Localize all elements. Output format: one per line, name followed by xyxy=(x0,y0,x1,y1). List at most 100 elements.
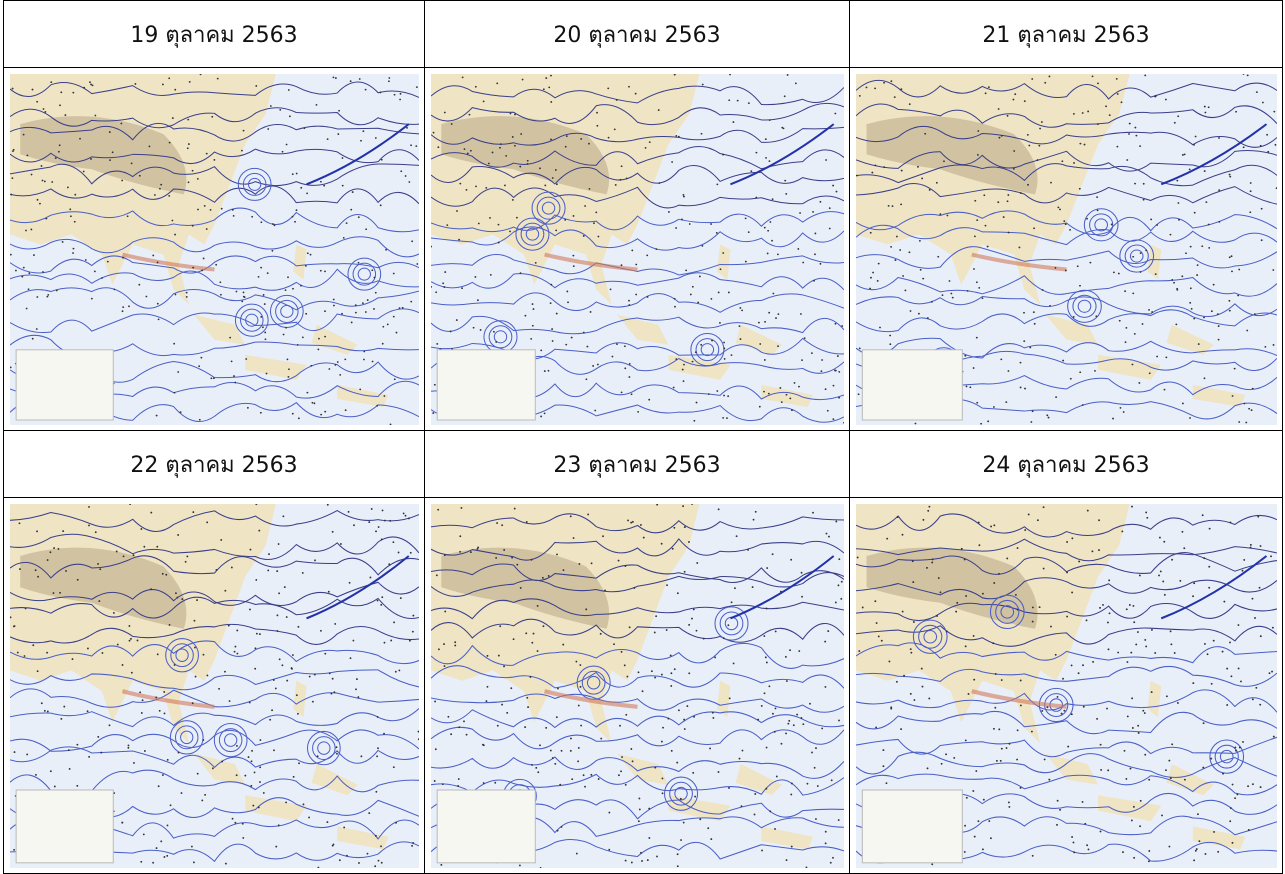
station xyxy=(661,777,664,780)
station xyxy=(931,561,934,564)
station xyxy=(653,631,656,634)
station xyxy=(258,633,261,636)
station xyxy=(1228,173,1231,176)
station xyxy=(582,774,585,777)
station xyxy=(285,801,288,804)
station xyxy=(900,169,903,172)
station xyxy=(482,782,485,784)
station xyxy=(465,188,468,191)
station xyxy=(31,88,34,91)
station xyxy=(964,354,967,357)
station xyxy=(877,635,880,638)
station xyxy=(200,356,203,359)
station xyxy=(1006,114,1009,117)
station xyxy=(1141,323,1144,325)
station xyxy=(809,702,811,705)
station xyxy=(503,665,505,668)
station xyxy=(394,670,397,673)
station xyxy=(1115,77,1118,80)
isobar xyxy=(856,163,1277,187)
station xyxy=(675,227,678,229)
station xyxy=(1138,382,1141,384)
station xyxy=(608,848,611,851)
station xyxy=(992,406,995,408)
station xyxy=(714,656,717,659)
station xyxy=(875,726,878,729)
station xyxy=(272,679,275,681)
station xyxy=(1233,367,1236,370)
station xyxy=(40,702,43,705)
station xyxy=(564,218,567,221)
station xyxy=(436,343,439,345)
station xyxy=(341,157,344,159)
station xyxy=(1059,208,1061,211)
station xyxy=(240,149,243,152)
station xyxy=(555,312,558,315)
station xyxy=(1201,245,1204,248)
station xyxy=(1073,162,1075,164)
station xyxy=(683,526,686,529)
station xyxy=(401,306,404,309)
station xyxy=(1071,836,1074,838)
station xyxy=(1145,511,1148,514)
station xyxy=(302,803,305,806)
station xyxy=(1203,377,1206,380)
station xyxy=(1136,631,1139,633)
station xyxy=(1221,650,1224,653)
station xyxy=(463,720,465,723)
isobar xyxy=(431,726,844,750)
station xyxy=(816,785,819,787)
station xyxy=(930,300,933,303)
station xyxy=(1000,747,1003,750)
station xyxy=(599,632,602,635)
station xyxy=(826,409,829,412)
station xyxy=(829,861,832,864)
station xyxy=(1012,98,1015,101)
islands xyxy=(616,680,814,850)
isobar xyxy=(10,533,419,560)
station xyxy=(1087,848,1090,851)
station xyxy=(1229,807,1232,809)
station xyxy=(345,222,348,225)
station xyxy=(747,102,750,105)
station xyxy=(106,260,109,263)
station xyxy=(790,793,793,796)
station xyxy=(324,410,327,413)
station xyxy=(277,543,280,545)
station xyxy=(736,99,739,102)
map-cell xyxy=(849,67,1283,431)
station xyxy=(1245,421,1248,424)
station xyxy=(134,83,137,85)
station xyxy=(1240,680,1242,683)
station xyxy=(485,700,488,703)
station xyxy=(196,178,199,180)
station xyxy=(670,685,673,687)
station xyxy=(211,767,214,770)
station xyxy=(379,91,382,94)
station xyxy=(1146,516,1149,519)
station xyxy=(541,576,544,579)
station xyxy=(1196,813,1199,816)
station xyxy=(536,604,539,607)
station xyxy=(1231,841,1234,844)
station xyxy=(812,511,814,514)
station xyxy=(1212,283,1215,286)
station xyxy=(832,384,835,387)
pressure-center xyxy=(237,167,272,201)
station xyxy=(432,412,435,414)
station xyxy=(457,785,460,787)
station xyxy=(876,280,879,282)
station xyxy=(514,113,516,116)
station xyxy=(489,216,491,219)
station xyxy=(1247,785,1250,788)
station xyxy=(1073,851,1076,854)
station xyxy=(909,692,912,695)
station xyxy=(738,325,741,328)
station xyxy=(344,409,347,412)
station xyxy=(202,653,205,656)
station xyxy=(12,148,15,151)
station xyxy=(670,749,673,752)
station xyxy=(166,824,169,827)
station xyxy=(1000,134,1003,137)
station xyxy=(521,78,524,81)
